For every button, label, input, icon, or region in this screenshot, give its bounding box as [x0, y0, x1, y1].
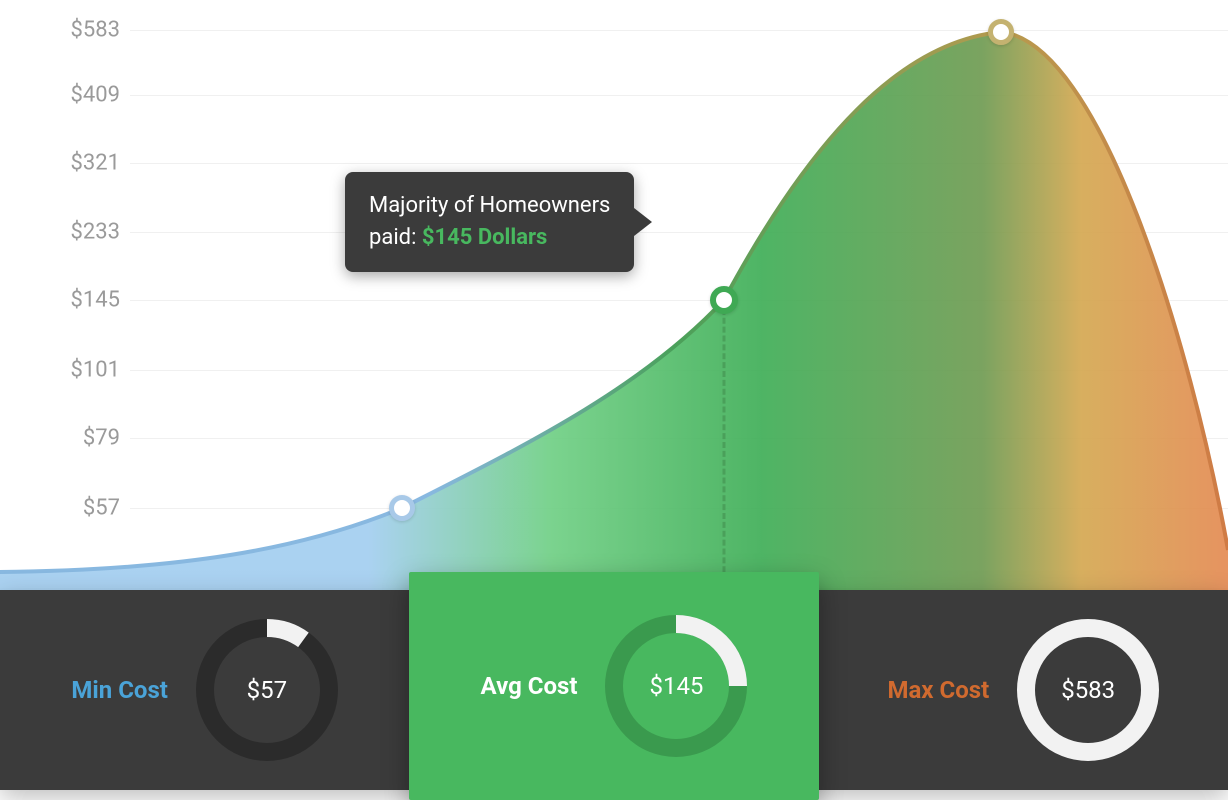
cost-chart-widget: $583 $409 $321 $233 $145 $101 $79 $57 Ma… [0, 0, 1228, 800]
avg-cost-value: $145 [605, 615, 747, 757]
max-marker [988, 19, 1014, 45]
avg-tooltip: Majority of Homeowners paid: $145 Dollar… [345, 172, 634, 272]
min-cost-label: Min Cost [71, 676, 167, 704]
max-cost-card: Max Cost $583 [819, 590, 1228, 790]
max-cost-value: $583 [1017, 619, 1159, 761]
avg-guideline [723, 300, 726, 590]
distribution-curve [0, 0, 1228, 590]
min-marker [389, 495, 415, 521]
max-cost-label: Max Cost [887, 676, 989, 704]
avg-cost-card: Avg Cost $145 [409, 572, 818, 800]
min-cost-value: $57 [196, 619, 338, 761]
chart-area: $583 $409 $321 $233 $145 $101 $79 $57 Ma… [0, 0, 1228, 590]
tooltip-prefix: paid: [369, 225, 422, 250]
avg-cost-label: Avg Cost [481, 672, 578, 700]
tooltip-line2: paid: $145 Dollars [369, 222, 610, 254]
min-donut: $57 [196, 619, 338, 761]
tooltip-arrow-icon [634, 208, 652, 236]
avg-marker [710, 286, 738, 314]
avg-donut: $145 [605, 615, 747, 757]
max-donut: $583 [1017, 619, 1159, 761]
summary-bar: Min Cost $57 Avg Cost $145 Max Cost $583 [0, 590, 1228, 790]
tooltip-line1: Majority of Homeowners [369, 190, 610, 222]
tooltip-price: $145 Dollars [422, 225, 547, 250]
min-cost-card: Min Cost $57 [0, 590, 409, 790]
